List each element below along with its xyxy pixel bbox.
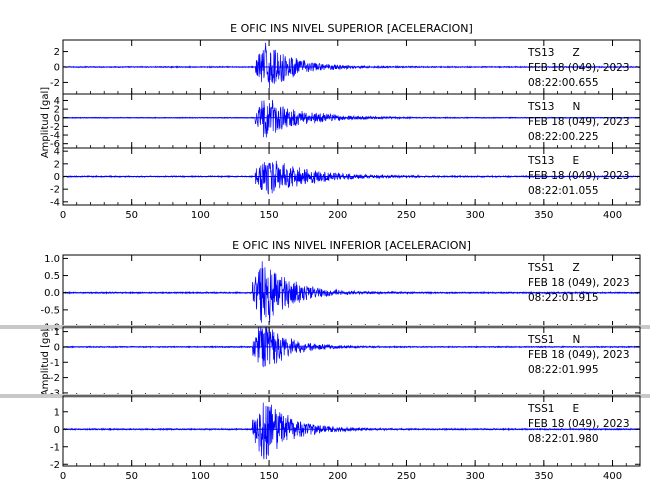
- date-label: FEB 18 (049), 2023: [528, 277, 630, 289]
- date-label: FEB 18 (049), 2023: [528, 116, 630, 128]
- component-label: N: [572, 334, 580, 346]
- y-tick-label: 0: [54, 63, 60, 74]
- y-tick-label: -2: [50, 78, 60, 89]
- y-tick-label: 0: [54, 172, 60, 183]
- station-label: TS13: [527, 47, 554, 59]
- y-tick-label: -6: [50, 139, 60, 150]
- x-tick-label: 350: [534, 210, 553, 221]
- station-component-label: TSS1 Z: [527, 262, 580, 274]
- x-tick-label: 300: [466, 471, 485, 482]
- y-tick-label: -2: [50, 373, 60, 384]
- x-tick-label: 0: [60, 210, 66, 221]
- station-label: TSS1: [527, 334, 554, 346]
- y-tick-label: 4: [54, 96, 60, 107]
- y-axis-label: Amplitud [gal]: [40, 87, 51, 158]
- x-tick-label: 250: [397, 210, 416, 221]
- component-label: Z: [572, 262, 579, 274]
- y-tick-label: -4: [50, 197, 60, 208]
- lower-level-chart: E OFIC INS NIVEL INFERIOR [ACELERACION] A…: [0, 239, 650, 482]
- x-tick-label: 200: [328, 210, 347, 221]
- chart-title: E OFIC INS NIVEL INFERIOR [ACELERACION]: [232, 239, 471, 252]
- time-label: 08:22:00.655: [528, 77, 599, 89]
- y-axis-label: Amplitud [gal]: [40, 325, 51, 396]
- y-tick-label: -2: [50, 185, 60, 196]
- x-tick-label: 200: [328, 471, 347, 482]
- y-tick-label: 1.0: [44, 254, 60, 265]
- component-label: E: [572, 155, 579, 167]
- time-label: 08:22:01.995: [528, 364, 599, 376]
- station-label: TSS1: [527, 262, 554, 274]
- y-tick-label: 4: [54, 147, 60, 158]
- y-tick-label: 0: [54, 342, 60, 353]
- y-tick-label: 0: [54, 425, 60, 436]
- station-component-label: TS13 N: [527, 101, 580, 113]
- x-tick-label: 250: [397, 471, 416, 482]
- y-tick-label: 2: [54, 159, 60, 170]
- x-tick-label: 100: [191, 210, 210, 221]
- y-tick-label: -1: [50, 358, 60, 369]
- trace-panel-ts13-e: -4-2 0 24 TS13 E FEB 18 (049), 2023 08:22:01.0…: [50, 147, 641, 208]
- y-tick-label: -3: [50, 388, 60, 399]
- time-label: 08:22:01.980: [528, 433, 599, 445]
- x-tick-label: 50: [125, 471, 138, 482]
- x-tick-label: 350: [534, 471, 553, 482]
- y-tick-label: -4: [50, 131, 60, 142]
- trace-panel-tss1-n: -3 -2 -1 0 1 TSS1 N FEB 18 (049), 2023 08:22:01.…: [0, 325, 650, 399]
- y-tick-label: 1: [54, 407, 60, 418]
- x-tick-label: 300: [466, 210, 485, 221]
- date-label: FEB 18 (049), 2023: [528, 62, 630, 74]
- component-label: Z: [572, 47, 579, 59]
- y-tick-label: -2: [50, 460, 60, 471]
- station-label: TS13: [527, 155, 554, 167]
- date-label: FEB 18 (049), 2023: [528, 349, 630, 361]
- x-tick-label: 50: [125, 210, 138, 221]
- station-component-label: TS13 Z: [527, 47, 580, 59]
- y-tick-label: -1: [50, 442, 60, 453]
- y-tick-label: -0.5: [40, 305, 60, 316]
- station-component-label: TSS1 N: [527, 334, 580, 346]
- x-tick-label: 400: [603, 471, 622, 482]
- time-label: 08:22:01.055: [528, 185, 599, 197]
- x-tick-label: 400: [603, 210, 622, 221]
- x-tick-label: 100: [191, 471, 210, 482]
- y-tick-label: 0.0: [44, 288, 60, 299]
- date-label: FEB 18 (049), 2023: [528, 418, 630, 430]
- trace-panel-ts13-z: -2 0 2 TS13 Z FEB 18 (049), 2023 08:22:00.655: [50, 39, 641, 95]
- component-label: N: [572, 101, 580, 113]
- y-tick-label: 0: [54, 113, 60, 124]
- y-tick-label: 2: [54, 105, 60, 116]
- chart-title: E OFIC INS NIVEL SUPERIOR [ACELERACION]: [230, 22, 473, 35]
- station-component-label: TS13 E: [527, 155, 579, 167]
- trace-panel-tss1-e: -2 -1 0 1 TSS1 E FEB 18 (049), 2023 08:22:01.98…: [0, 394, 650, 471]
- date-label: FEB 18 (049), 2023: [528, 170, 630, 182]
- x-tick-label: 0: [60, 471, 66, 482]
- station-component-label: TSS1 E: [527, 403, 579, 415]
- upper-level-chart: E OFIC INS NIVEL SUPERIOR [ACELERACION] A…: [40, 22, 641, 221]
- y-tick-label: 2: [54, 47, 60, 58]
- station-label: TS13: [527, 101, 554, 113]
- time-label: 08:22:01.915: [528, 292, 599, 304]
- x-tick-label: 150: [260, 210, 279, 221]
- y-tick-label: 1: [54, 327, 60, 338]
- y-tick-label: -2: [50, 122, 60, 133]
- x-tick-label: 150: [260, 471, 279, 482]
- station-label: TSS1: [527, 403, 554, 415]
- time-label: 08:22:00.225: [528, 131, 599, 143]
- component-label: E: [572, 403, 579, 415]
- y-tick-label: 0.5: [44, 271, 60, 282]
